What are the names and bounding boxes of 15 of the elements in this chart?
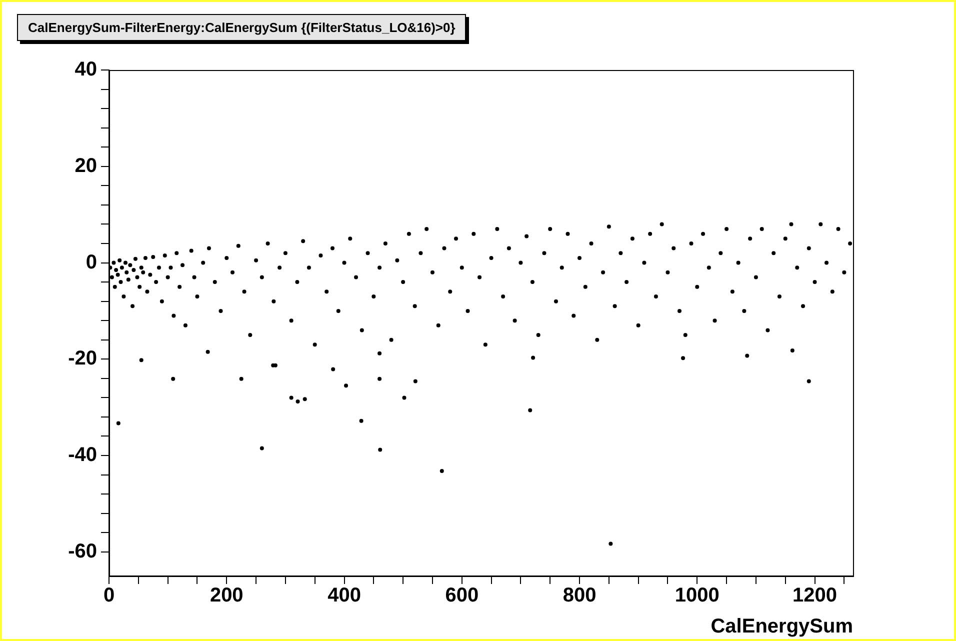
x-tick-label: 600 [445,584,479,607]
x-tick-label: 0 [103,584,115,607]
y-tick-label: -20 [68,348,97,370]
x-tick-label: 200 [210,584,244,607]
x-tick-label: 1200 [792,584,838,607]
x-axis-title: CalEnergySum [710,616,853,638]
x-tick-label: 800 [562,584,596,607]
x-tick-label: 400 [328,584,361,607]
y-tick-label: 0 [86,251,97,274]
y-tick-label: 20 [74,154,97,177]
chart-title: CalEnergySum-FilterEnergy:CalEnergySum {(FilterStatus_LO&16)>0} [17,14,466,41]
y-tick-label: -40 [68,444,97,466]
x-tick-label: 1000 [674,584,720,607]
y-tick-label: -60 [68,540,97,562]
y-tick-label: 40 [74,58,97,81]
